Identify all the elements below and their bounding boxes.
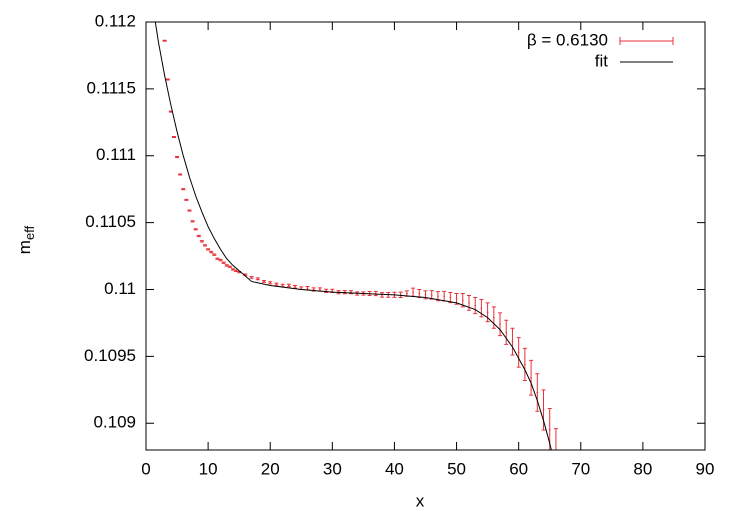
x-tick-label: 20 [261, 459, 280, 478]
x-axis-label: x [416, 491, 425, 510]
error-bar-point [286, 283, 291, 288]
error-bar-point [324, 288, 329, 293]
error-bar-point [541, 389, 546, 431]
error-bar-point [224, 264, 229, 267]
error-bar-point [249, 276, 254, 279]
plot-area [154, 22, 558, 450]
error-bar-point [280, 283, 285, 288]
x-tick-label: 30 [323, 459, 342, 478]
x-tick-label: 70 [571, 459, 590, 478]
x-tick-label: 60 [509, 459, 528, 478]
error-bar-point [162, 39, 167, 42]
error-bar-point [218, 258, 223, 262]
error-bar-point [268, 281, 273, 285]
error-bar-point [454, 293, 459, 305]
error-bar-point [227, 265, 232, 268]
error-bar-point [175, 156, 180, 159]
plot-frame [145, 21, 706, 451]
error-bar-point [311, 287, 316, 292]
error-bar-point [305, 286, 310, 291]
y-axis-label-subscript: eff [22, 225, 37, 240]
error-bar-point [293, 284, 298, 289]
y-tick-label: 0.1115 [87, 78, 136, 97]
error-bar-point [187, 209, 192, 212]
error-bar-point [466, 295, 471, 311]
error-bar-point [417, 289, 422, 299]
error-bar-point [435, 291, 440, 302]
error-bar-point [330, 288, 335, 293]
error-bar-point [535, 373, 540, 412]
error-bar-point [190, 220, 195, 223]
error-bar-point [553, 428, 558, 450]
error-bar-point [196, 234, 201, 238]
error-bar-point [442, 290, 447, 302]
error-bar-point [504, 319, 509, 345]
y-tick-label: 0.111 [96, 145, 136, 164]
error-bar-point [510, 327, 515, 356]
error-bar-point [255, 277, 260, 281]
y-tick-label: 0.112 [95, 11, 136, 30]
x-tick-label: 10 [199, 459, 218, 478]
y-axis-label-main: m [15, 240, 34, 254]
error-bar-point [165, 78, 170, 81]
error-bar-point [404, 290, 409, 297]
error-bar-point [380, 292, 385, 298]
error-bar-point [485, 302, 490, 323]
error-bar-point [199, 240, 204, 243]
y-tick-label: 0.1105 [85, 212, 136, 231]
error-bar-point [237, 270, 242, 274]
error-bar-point [221, 261, 226, 264]
error-bar-point [342, 290, 347, 295]
error-bar-point [448, 291, 453, 304]
error-bar-point [212, 253, 217, 256]
x-tick-label: 80 [633, 459, 652, 478]
error-bar-point [181, 188, 186, 191]
error-bar-point [178, 173, 183, 176]
error-bar-point [193, 228, 198, 231]
error-bar-point [215, 257, 220, 260]
error-bar-point [168, 110, 173, 113]
error-bar-point [411, 287, 416, 297]
error-bar-point [529, 359, 534, 396]
error-bar-point [516, 337, 521, 368]
error-bar-point [479, 299, 484, 318]
error-bar-point [522, 347, 527, 381]
error-bar-point [460, 293, 465, 308]
error-bar-point [209, 250, 214, 254]
error-bar-point [299, 286, 304, 290]
error-bar-point [171, 135, 176, 139]
error-bar-point [491, 306, 496, 329]
x-tick-label: 0 [141, 459, 150, 478]
error-bar-point [398, 291, 403, 299]
error-bar-point [423, 290, 428, 300]
legend-swatch [619, 37, 674, 45]
y-tick-label: 0.1095 [84, 346, 136, 365]
error-bar-point [429, 290, 434, 300]
error-bar-point [184, 198, 189, 201]
error-bar-point [203, 244, 208, 247]
error-bar-point [348, 290, 353, 295]
error-bar-point [262, 280, 267, 283]
legend-label: fit [595, 51, 609, 70]
x-tick-label: 50 [447, 459, 466, 478]
error-bar-point [274, 282, 279, 286]
error-bar-point [243, 273, 248, 277]
error-bar-point [373, 290, 378, 297]
fit-line [154, 22, 552, 450]
x-tick-label: 40 [385, 459, 404, 478]
error-bar-point [317, 287, 322, 292]
error-bar-point [206, 248, 211, 251]
x-tick-label: 90 [696, 459, 715, 478]
y-tick-label: 0.11 [104, 279, 136, 298]
y-axis-label: meff [15, 225, 37, 254]
error-bar-point [230, 268, 235, 271]
error-bar-point [234, 269, 239, 272]
error-bar-point [547, 408, 552, 450]
error-bar-point [498, 312, 503, 337]
legend-label: β = 0.6130 [527, 30, 608, 49]
error-bar-point [473, 297, 478, 315]
y-tick-label: 0.109 [93, 413, 136, 432]
